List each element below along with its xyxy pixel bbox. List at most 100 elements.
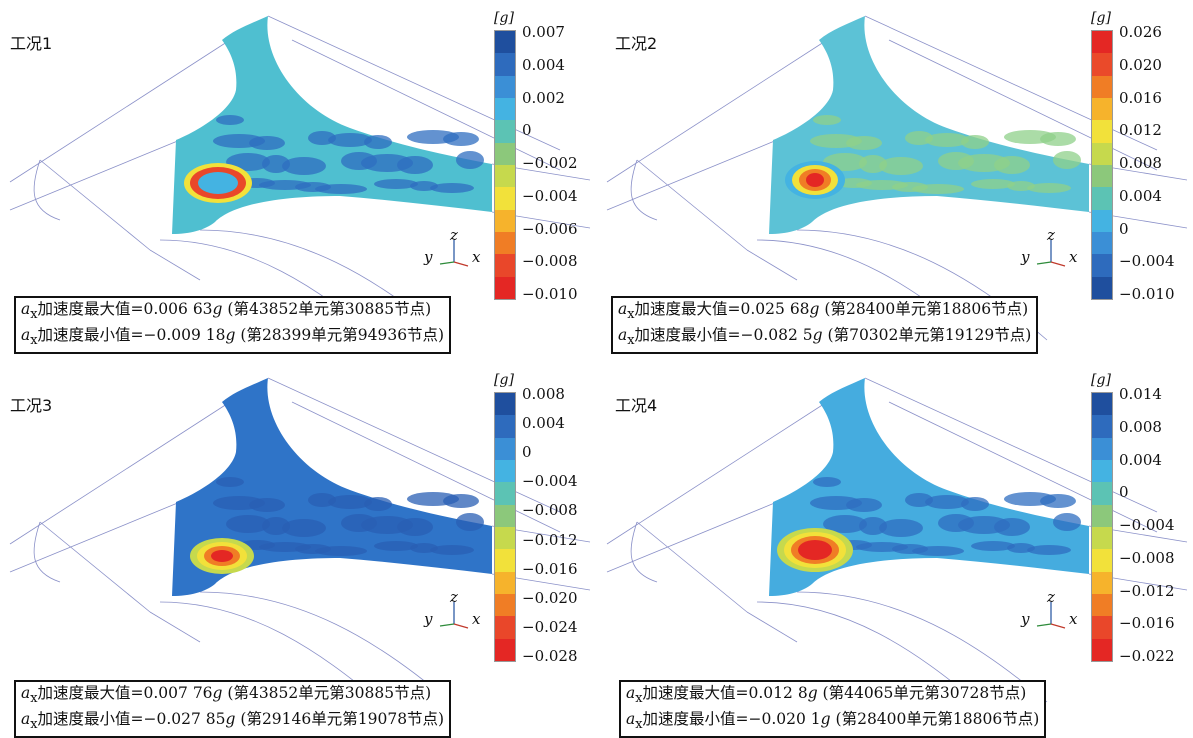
wireframe-lines — [9, 15, 591, 341]
color-scale: [g] 0.008 0.004 0 −0.004 −0.008 −0.012 −0.016 −… — [492, 372, 592, 664]
color-bar-band — [495, 31, 515, 54]
min-value-line: ax加速度最小值=−0.027 85g (第29146单元第19078节点) — [21, 710, 445, 733]
panel-title: 工况1 — [10, 34, 53, 53]
axis-label-y: y — [1021, 610, 1030, 628]
color-bar-band — [1092, 97, 1112, 121]
color-bar-band — [1092, 526, 1112, 550]
scale-tick-label: −0.008 — [1119, 548, 1175, 567]
color-scale: [g] 0.014 0.008 0.004 0 −0.004 −0.008 −0.012 −0… — [1089, 372, 1189, 664]
scale-tick-label: −0.008 — [522, 252, 578, 271]
scale-tick-label: −0.028 — [522, 647, 578, 665]
scale-tick-label: −0.004 — [522, 186, 578, 205]
extreme-value-box: ax加速度最大值=0.006 63g (第43852单元第30885节点) ax… — [14, 296, 452, 355]
color-bar-band — [1092, 437, 1112, 460]
color-bar-band — [495, 53, 515, 76]
contour-panel-1: 工况1 [g] 0.007 0.004 0.002 0 −0.002 −0.004 −0.0… — [0, 0, 596, 362]
color-bar-band — [495, 482, 515, 505]
axis-label-z: z — [1047, 588, 1055, 606]
color-scale: [g] 0.007 0.004 0.002 0 −0.002 −0.004 −0.006 −0… — [492, 10, 592, 302]
color-bar-band — [495, 142, 515, 165]
color-bar-band — [1092, 31, 1112, 54]
scale-tick-label: 0.008 — [1119, 417, 1162, 436]
contour-plot — [606, 377, 1188, 703]
scale-tick-label: 0 — [522, 121, 532, 140]
color-bar-band — [495, 437, 515, 460]
scale-tick-label: −0.016 — [1119, 614, 1175, 633]
scale-tick-label: 0.008 — [522, 385, 565, 403]
panel-title: 工况2 — [615, 34, 658, 53]
color-bar-band — [1092, 482, 1112, 505]
peak-hotspot — [777, 528, 853, 572]
axis-label-x: x — [472, 610, 481, 628]
contour-panel-3: 工况3 [g] 0.008 0.004 0 −0.004 −0.008 −0.012 −0.… — [0, 362, 596, 738]
peak-hotspot — [190, 538, 254, 574]
axis-label-x: x — [1069, 248, 1078, 266]
scale-tick-label: −0.012 — [1119, 581, 1175, 600]
color-bar-band — [495, 549, 515, 572]
scale-tick-label: −0.022 — [1119, 647, 1175, 665]
axis-label-y: y — [424, 248, 433, 266]
axis-label-z: z — [450, 226, 458, 244]
color-bar-band — [495, 616, 515, 639]
contour-patches — [810, 477, 1081, 556]
wireframe-lines — [606, 377, 1188, 703]
color-bar-band — [1092, 142, 1112, 165]
scale-tick-label: −0.002 — [522, 154, 578, 172]
scale-tick-label: −0.008 — [522, 501, 578, 520]
scale-tick-label: 0.004 — [522, 414, 565, 433]
extreme-value-box: ax加速度最大值=0.025 68g (第28400单元第18806节点) ax… — [611, 296, 1039, 355]
color-bar-band — [495, 254, 515, 277]
scale-tick-label: 0.004 — [1119, 186, 1162, 205]
color-bar-band — [1092, 276, 1112, 299]
axis-label-z: z — [450, 588, 458, 606]
max-value-line: ax加速度最大值=0.012 8g (第44065单元第30728节点) — [626, 684, 1027, 707]
scale-tick-label: 0 — [1119, 219, 1129, 238]
contour-surface — [769, 16, 1089, 234]
scale-tick-label: −0.006 — [522, 219, 578, 238]
contour-patches — [213, 477, 484, 556]
scale-tick-label: −0.012 — [522, 530, 578, 549]
axis-label-x: x — [472, 248, 481, 266]
axis-triad-arrows — [1036, 602, 1066, 629]
color-bar-band — [1092, 638, 1112, 661]
scale-tick-label: −0.010 — [1119, 285, 1175, 303]
scale-tick-label: 0.012 — [1119, 121, 1162, 140]
color-bar-band — [1092, 616, 1112, 639]
color-bar-band — [1092, 53, 1112, 76]
scale-tick-label: 0.008 — [1119, 154, 1162, 172]
color-bar-band — [495, 504, 515, 527]
color-bar — [494, 30, 516, 300]
scale-tick-label: −0.010 — [522, 285, 578, 303]
scale-tick-label: 0.014 — [1119, 385, 1162, 403]
panel-title: 工况3 — [10, 396, 53, 415]
color-bar-band — [1092, 459, 1112, 483]
axis-label-y: y — [1021, 248, 1030, 266]
color-bar-band — [495, 276, 515, 299]
color-bar-band — [1092, 209, 1112, 232]
scale-tick-label: −0.020 — [522, 588, 578, 607]
color-bar-band — [1092, 120, 1112, 143]
color-bar-band — [495, 209, 515, 232]
axis-label-y: y — [424, 610, 433, 628]
color-bar-band — [1092, 549, 1112, 572]
color-bar-band — [495, 571, 515, 594]
min-value-line: ax加速度最小值=−0.009 18g (第28399单元第94936节点) — [21, 326, 445, 349]
scale-tick-label: 0.004 — [522, 55, 565, 74]
extreme-value-box: ax加速度最大值=0.012 8g (第44065单元第30728节点) ax加… — [619, 680, 1047, 738]
axis-triad-arrows — [439, 602, 469, 629]
color-bar-band — [1092, 254, 1112, 277]
color-bar-band — [1092, 571, 1112, 594]
contour-panel-4: 工况4 [g] 0.014 0.008 0.004 0 −0.004 −0.008 −0.0… — [597, 362, 1193, 738]
scale-tick-label: −0.016 — [522, 559, 578, 578]
scale-tick-label: 0 — [1119, 483, 1129, 502]
color-bar — [1091, 30, 1113, 300]
peak-hotspot — [785, 161, 845, 199]
contour-plot — [606, 15, 1188, 341]
max-value-line: ax加速度最大值=0.006 63g (第43852单元第30885节点) — [21, 300, 432, 323]
color-bar — [494, 392, 516, 662]
color-scale: [g] 0.026 0.020 0.016 0.012 0.008 0.004 0 −0.00… — [1089, 10, 1189, 302]
color-bar-band — [1092, 504, 1112, 527]
